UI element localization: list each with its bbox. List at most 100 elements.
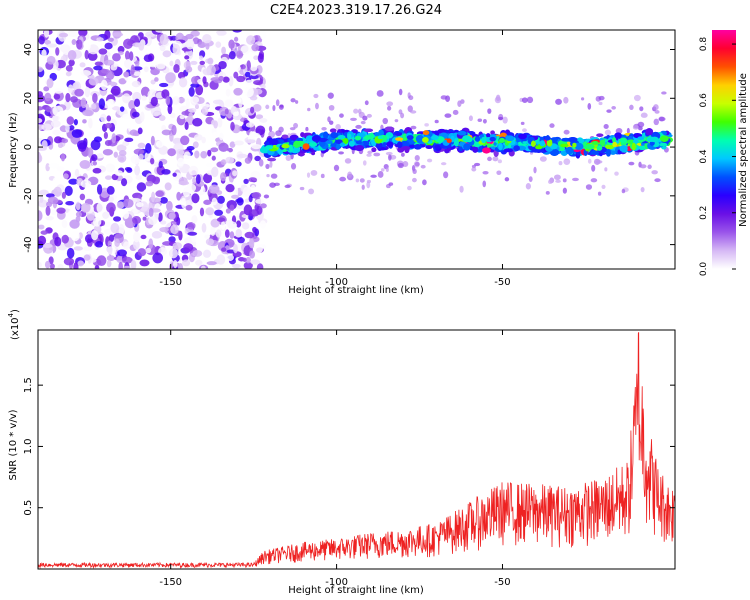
spectrogram-cell [313,93,319,99]
spectrogram-x-tick-label: -100 [325,277,348,288]
spectrogram-cell [59,44,71,53]
spectrogram-cell [96,202,104,214]
spectrogram-cell [605,148,611,157]
spectrogram-cell [232,170,238,177]
spectrogram-cell [359,178,365,183]
spectrogram-cell [44,260,51,269]
spectrogram-cell [170,224,179,235]
spectrogram-x-axis-label: Height of straight line (km) [288,285,424,296]
spectrogram-cell [206,65,211,76]
spectrogram-cell [472,146,479,153]
spectrogram-cell [61,138,69,144]
spectrogram-cell [348,140,355,147]
spectrogram-cell [407,185,412,191]
spectrogram-cell [158,160,163,169]
spectrogram-cell [169,60,174,67]
spectrogram-cell [268,138,279,146]
spectrogram-cell [181,259,191,267]
spectrogram-cell [400,152,405,157]
spectrogram-cell [38,152,42,163]
spectrogram-cell [38,106,44,111]
spectrogram-cell [631,142,636,151]
spectrogram-cell [172,96,180,105]
spectrogram-cell [172,137,183,145]
spectrogram-cell [194,104,200,110]
spectrogram-cell [123,71,130,78]
spectrogram-cell [45,193,55,198]
spectrogram-cell [110,222,120,234]
spectrogram-cell [363,135,372,141]
spectrogram-cell [310,170,318,176]
spectrogram-cell [558,160,563,166]
spectrogram-cell [245,256,251,264]
spectrogram-cell [107,84,112,92]
spectrogram-cell [181,110,191,116]
spectrogram-cell [609,150,617,155]
spectrogram-cell [255,125,266,136]
spectrogram-cell [84,86,91,98]
spectrogram-cell [122,140,130,147]
spectrogram-cell [236,203,245,210]
spectrogram-cell [96,37,104,42]
spectrogram-cell [654,178,661,183]
spectrogram-cell [156,63,166,70]
spectrogram-cell [637,121,645,128]
spectrogram-cell [145,180,154,187]
spectrogram-cell [185,204,193,211]
spectrogram-cell [150,157,155,165]
spectrogram-cell [61,191,67,199]
spectrogram-cell [366,181,371,189]
spectrogram-cell [420,164,426,169]
snr-x-tick-label: -150 [159,577,182,588]
spectrogram-cell [118,51,124,56]
spectrogram-cell [165,95,171,106]
spectrogram-cell [58,32,69,38]
spectrogram-cell [444,113,452,118]
spectrogram-cell [629,104,634,110]
figure-title: C2E4.2023.319.17.26.G24 [270,3,442,18]
spectrogram-cell [105,122,113,129]
spectrogram-cell [598,101,603,106]
spectrogram-cell [67,50,77,61]
spectrogram-cell [234,140,244,146]
spectrogram-cell [651,170,658,175]
spectrogram-cell [308,188,315,195]
spectrogram-cell [56,207,66,214]
spectrogram-cell [76,140,88,150]
spectrogram-cell [38,66,44,73]
spectrogram-cell [535,145,543,150]
spectrogram-cell [434,144,441,150]
spectrogram-cell [521,97,528,103]
spectrogram-cell [452,109,459,116]
spectrogram-cell [572,177,579,182]
snr-x-ticks: -150 -100 -50 [159,330,511,588]
spectrogram-x-tick-label: -150 [159,277,182,288]
spectrogram-cell [50,120,61,128]
spectrogram-cell [226,254,234,262]
spectrogram-cell [173,260,178,269]
spectrogram-cell [249,130,255,140]
spectrogram-cell [138,41,145,51]
spectrogram-cell [154,261,161,269]
spectrogram-cell [518,133,527,140]
spectrogram-y-ticks: -40 -20 0 20 40 [23,43,675,253]
spectrogram-cell [251,44,260,52]
spectrogram-cell [207,57,214,65]
spectrogram-cell [44,40,51,45]
spectrogram-cell [45,106,52,113]
spectrogram-cell [138,153,144,160]
spectrogram-cell [132,208,139,214]
spectrogram-cell [305,126,309,132]
spectrogram-cell [103,59,115,66]
spectrogram-cell [253,80,263,86]
spectrogram-cell [168,236,176,243]
spectrogram-cell [134,98,141,107]
spectrogram-cell [140,111,145,122]
spectrogram-cell [490,130,495,135]
spectrogram-cell [186,145,195,151]
spectrogram-cell [279,104,284,108]
spectrogram-cell [208,184,220,194]
spectrogram-cell [424,123,429,127]
spectrogram-cell [446,138,452,144]
spectrogram-frame [37,29,676,270]
